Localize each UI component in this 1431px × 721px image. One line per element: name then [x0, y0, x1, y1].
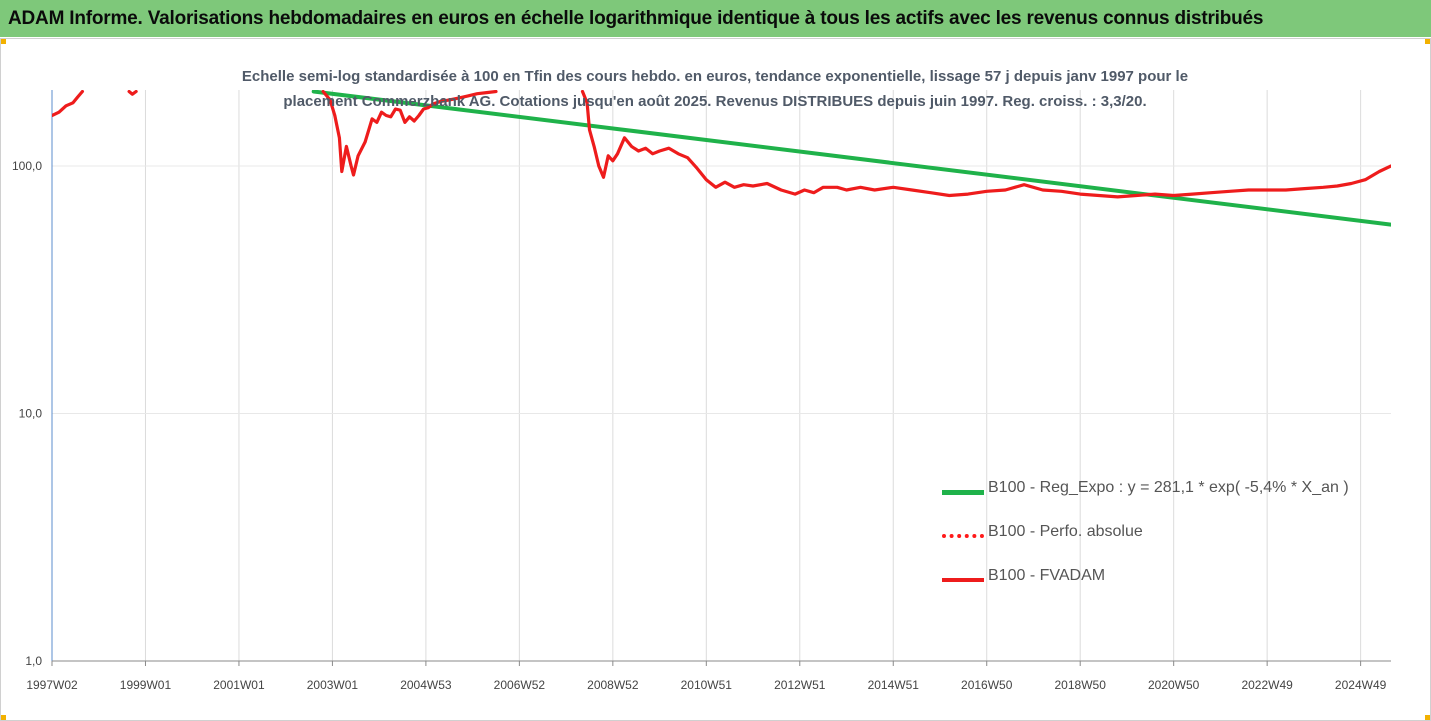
- tick-label-layer: 1997W02 1999W01 2001W01 2003W01 2004W53 2006W…: [12, 159, 1387, 692]
- x-tick-label: 2020W50: [1148, 678, 1200, 692]
- series-line-regression: [311, 90, 1391, 227]
- corner-marker-bottom-right: [1425, 715, 1431, 721]
- legend-item-fvadam: B100 - FVADAM: [942, 566, 1402, 610]
- corner-marker-top-right: [1425, 38, 1431, 44]
- x-tick-label: 2016W50: [961, 678, 1013, 692]
- legend-label-regression: B100 - Reg_Expo : y = 281,1 * exp( -5,4%…: [988, 479, 1349, 496]
- y-tick-label: 1,0: [25, 654, 42, 668]
- legend-label-fvadam: B100 - FVADAM: [988, 567, 1106, 584]
- x-tick-label: 2022W49: [1241, 678, 1293, 692]
- chart-subtitle-line-1: Echelle semi-log standardisée à 100 en T…: [241, 68, 1189, 85]
- legend-swatch-perfo: [942, 534, 984, 538]
- header-banner: ADAM Informe. Valorisations hebdomadaire…: [0, 0, 1431, 37]
- x-tick-label: 2006W52: [494, 678, 546, 692]
- series-line-fvadam: [127, 90, 138, 96]
- legend-swatch-regression: [942, 490, 984, 495]
- legend-item-perfo: B100 - Perfo. absolue: [942, 522, 1402, 566]
- x-tick-label: 1997W02: [26, 678, 78, 692]
- x-tick-label: 2014W51: [868, 678, 920, 692]
- x-tick-label: 2001W01: [213, 678, 265, 692]
- y-tick-label: 10,0: [19, 407, 43, 421]
- legend-swatch-fvadam: [942, 578, 984, 582]
- corner-marker-top-left: [0, 38, 6, 44]
- axis-layer: [51, 90, 1391, 666]
- series-line-fvadam: [580, 90, 1391, 199]
- x-tick-label: 2008W52: [587, 678, 639, 692]
- x-tick-label: 1999W01: [120, 678, 172, 692]
- x-tick-label: 2018W50: [1055, 678, 1107, 692]
- series-line-fvadam: [321, 90, 498, 177]
- series-line-fvadam: [52, 90, 84, 118]
- x-tick-label: 2024W49: [1335, 678, 1387, 692]
- x-tick-label: 2004W53: [400, 678, 452, 692]
- chart-subtitle-line-2: placement Commerzbank AG. Cotations jusq…: [283, 93, 1147, 110]
- x-tick-label: 2012W51: [774, 678, 826, 692]
- legend-label-perfo: B100 - Perfo. absolue: [988, 523, 1143, 540]
- series-layer: [52, 90, 1391, 227]
- corner-marker-bottom-left: [0, 715, 6, 721]
- chart-subtitle: Echelle semi-log standardisée à 100 en T…: [180, 64, 1250, 114]
- y-tick-label: 100,0: [12, 159, 42, 173]
- chart-legend: B100 - Reg_Expo : y = 281,1 * exp( -5,4%…: [942, 478, 1402, 610]
- report-title: ADAM Informe. Valorisations hebdomadaire…: [8, 8, 1264, 29]
- x-tick-label: 2010W51: [681, 678, 733, 692]
- legend-item-regression: B100 - Reg_Expo : y = 281,1 * exp( -5,4%…: [942, 478, 1402, 522]
- x-tick-label: 2003W01: [307, 678, 359, 692]
